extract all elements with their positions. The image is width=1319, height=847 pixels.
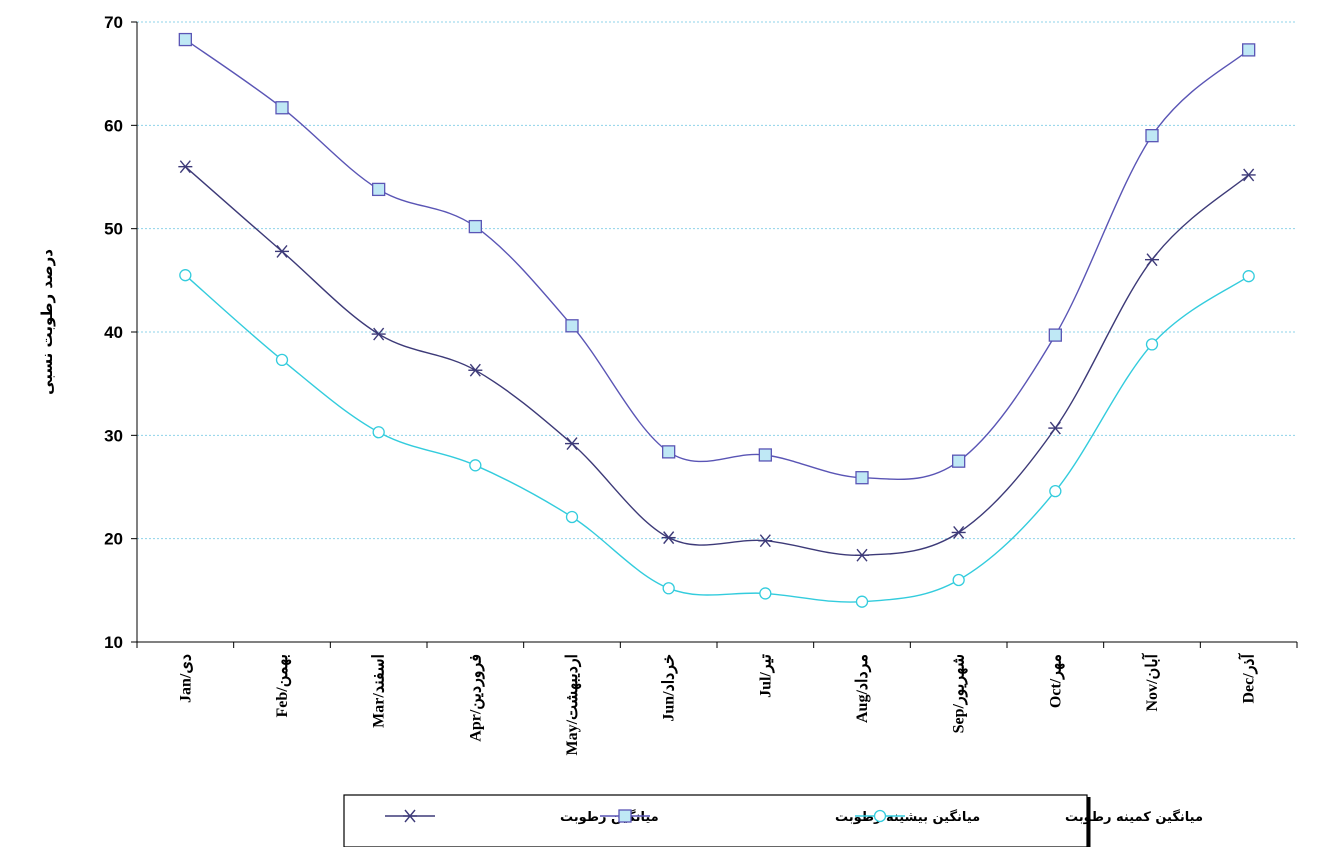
x-tick-labels: Jan/دی Feb/بهمن Mar/اسفند Apr/فروردین May/ار… [177, 652, 1258, 755]
data-point-square [468, 219, 482, 234]
y-tick-label: 10 [104, 633, 123, 652]
data-point-circle [1145, 338, 1159, 351]
data-point-square [275, 101, 289, 115]
x-tick-label: Oct/مهر [1047, 654, 1065, 708]
y-tick-label: 40 [104, 323, 123, 342]
x-tick-label: Dec/آذر [1237, 652, 1259, 703]
legend-box [343, 794, 1088, 847]
x-tick-label: Jun/خرداد [661, 654, 679, 722]
data-point-asterisk [951, 526, 966, 539]
x-tick-label: Aug/مرداد [854, 654, 872, 723]
legend-marker-circle [873, 809, 887, 823]
y-tick-labels: 10 20 30 40 50 60 70 [104, 13, 123, 652]
y-tick-label: 30 [104, 426, 123, 445]
x-tick-label: Apr/فروردین [467, 654, 485, 742]
data-point-square [1145, 129, 1159, 143]
y-tick-label: 50 [104, 220, 123, 239]
data-point-square [952, 454, 966, 468]
y-tick-label: 20 [104, 530, 123, 549]
data-point-square [662, 445, 676, 459]
data-point-asterisk [1241, 168, 1256, 182]
x-tick-label: Mar/اسفند [371, 654, 388, 728]
x-tick-label: Nov/آبان [1140, 652, 1161, 711]
x-tick-label: Jan/دی [177, 654, 194, 703]
data-point-asterisk [275, 244, 289, 258]
series-line-1 [184, 166, 1250, 556]
data-point-square [565, 319, 579, 333]
data-point-circle [1242, 270, 1255, 283]
data-point-square [178, 32, 192, 47]
data-point-circle [179, 269, 192, 282]
legend-label: میانگین کمینه رطوبت [1065, 809, 1203, 825]
legend-label: میانگین بیشینه رطوبت [835, 809, 980, 825]
data-point-circle [759, 587, 772, 600]
gridlines [137, 21, 1297, 540]
data-point-asterisk [758, 534, 773, 548]
data-point-square [1048, 328, 1062, 342]
data-point-asterisk [1048, 421, 1063, 435]
series-lines [178, 32, 1256, 608]
data-point-asterisk [1145, 253, 1159, 267]
y-tick-label: 70 [104, 13, 123, 32]
data-point-circle [372, 426, 385, 439]
x-tick-label: Sep/شهریور [951, 654, 969, 733]
data-point-asterisk [661, 531, 676, 545]
axes [131, 21, 1298, 648]
data-point-square [855, 471, 869, 485]
data-point-circle [855, 595, 869, 608]
data-point-circle [565, 510, 579, 524]
legend-marker-square [618, 809, 632, 823]
data-point-circle [1049, 484, 1062, 498]
data-point-circle [662, 582, 675, 595]
data-point-asterisk [855, 548, 869, 562]
legend: میانگین رطوبت میانگین بیشینه رطوبت میانگین… [343, 794, 1203, 847]
data-point-circle [952, 573, 965, 587]
data-point-asterisk [371, 327, 386, 341]
data-point-square [758, 448, 772, 462]
data-point-square [372, 182, 386, 197]
legend-marker-asterisk [403, 809, 417, 823]
y-tick-label: 60 [104, 116, 123, 135]
y-axis-label: درصد رطوبت نسبی [38, 249, 56, 395]
x-tick-label: Feb/بهمن [274, 654, 292, 717]
data-point-circle [469, 459, 482, 472]
data-point-circle [275, 353, 289, 367]
data-point-asterisk [468, 363, 483, 377]
legend-label: میانگین رطوبت [560, 809, 659, 825]
data-point-square [1242, 43, 1256, 57]
x-tick-label: Jul/تیر [757, 653, 775, 697]
data-point-asterisk [565, 437, 579, 451]
data-point-asterisk [178, 160, 193, 174]
x-tick-label: May/اردیبهشت [564, 654, 582, 755]
series-line-3 [184, 274, 1250, 603]
series-line-2 [184, 38, 1250, 481]
